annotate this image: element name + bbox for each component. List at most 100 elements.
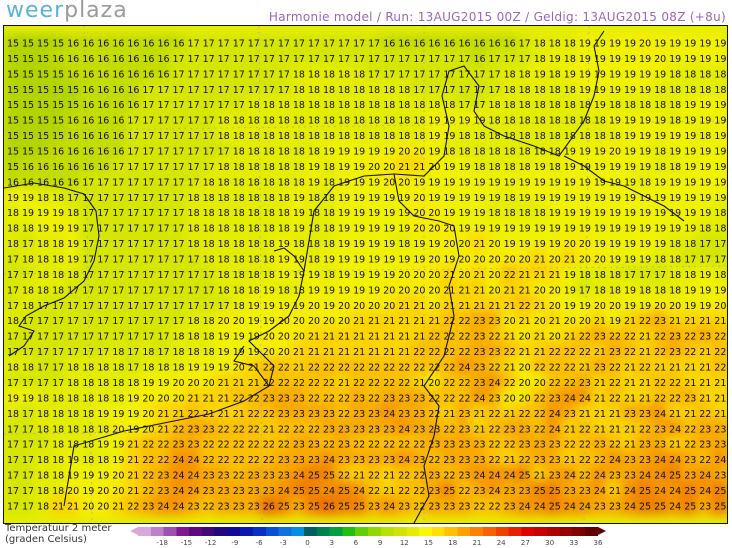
temperature-value: 17 (127, 239, 139, 250)
temperature-value: 17 (233, 69, 245, 80)
temperature-value: 18 (218, 131, 230, 142)
temperature-value: 22 (293, 378, 305, 389)
temperature-value: 19 (188, 363, 200, 374)
temperature-value: 20 (398, 147, 410, 158)
temperature-value: 19 (624, 116, 636, 127)
field-cell (274, 64, 294, 84)
temperature-value: 21 (338, 332, 350, 343)
temperature-value: 18 (188, 347, 200, 358)
temperature-value: 22 (203, 455, 215, 466)
field-cell (214, 64, 234, 84)
temperature-value: 18 (293, 285, 305, 296)
temperature-value: 18 (534, 54, 546, 65)
field-cell (4, 95, 23, 115)
temperature-value: 22 (233, 455, 245, 466)
field-cell (635, 33, 655, 53)
temperature-value: 17 (188, 116, 200, 127)
field-cell (78, 156, 98, 177)
temperature-value: 22 (639, 424, 651, 435)
temperature-value: 22 (489, 501, 501, 512)
temperature-value: 23 (579, 378, 591, 389)
temperature-value: 17 (52, 332, 64, 343)
field-cell (500, 79, 520, 100)
temperature-value: 17 (127, 116, 139, 127)
temperature-value: 18 (52, 285, 64, 296)
temperature-value: 17 (97, 224, 109, 235)
temperature-value: 17 (413, 85, 425, 96)
field-cell (424, 33, 444, 53)
field-cell (229, 110, 249, 130)
field-cell (349, 125, 369, 146)
temperature-value: 15 (7, 69, 19, 80)
field-cell (575, 95, 595, 115)
temperature-value: 18 (549, 162, 561, 173)
temperature-value: 22 (669, 378, 681, 389)
temperature-value: 19 (383, 239, 395, 250)
field-cell (184, 48, 204, 69)
temperature-value: 20 (714, 301, 726, 312)
temperature-value: 18 (7, 363, 19, 374)
temperature-value: 23 (639, 455, 651, 466)
temperature-value: 18 (263, 147, 275, 158)
temperature-value: 18 (188, 332, 200, 343)
temperature-value: 15 (22, 69, 34, 80)
temperature-value: 23 (398, 409, 410, 420)
temperature-value: 16 (82, 39, 94, 50)
temperature-value: 17 (142, 332, 154, 343)
field-cell (153, 125, 174, 146)
temperature-value: 17 (203, 147, 215, 158)
temperature-value: 22 (534, 393, 546, 404)
field-cell (48, 125, 68, 146)
temperature-value: 23 (489, 316, 501, 327)
field-cell (319, 156, 339, 177)
field-cell (214, 33, 234, 53)
temperature-value: 21 (669, 316, 681, 327)
field-cell (545, 48, 565, 69)
temperature-value: 24 (639, 471, 651, 482)
temperature-value: 19 (699, 208, 711, 219)
temperature-value: 23 (203, 424, 215, 435)
temperature-value: 18 (308, 131, 320, 142)
field-cell (108, 172, 128, 192)
temperature-value: 18 (594, 285, 606, 296)
temperature-value: 18 (338, 100, 350, 111)
temperature-value: 17 (97, 270, 109, 281)
temperature-value: 17 (157, 332, 169, 343)
temperature-value: 17 (97, 177, 109, 188)
temperature-value: 21 (293, 363, 305, 374)
field-cell (620, 141, 640, 161)
temperature-value: 19 (368, 147, 380, 158)
temperature-value: 23 (263, 471, 275, 482)
field-cell (545, 33, 565, 53)
temperature-value: 19 (413, 239, 425, 250)
field-cell (33, 48, 53, 69)
temperature-value: 19 (594, 208, 606, 219)
field-cell (63, 141, 83, 161)
temperature-value: 21 (684, 316, 696, 327)
temperature-value: 23 (534, 440, 546, 451)
temperature-value: 18 (127, 378, 139, 389)
temperature-value: 18 (293, 239, 305, 250)
field-cell (93, 95, 113, 115)
temperature-value: 16 (52, 147, 64, 158)
field-cell (304, 141, 324, 161)
temperature-value: 17 (173, 316, 185, 327)
temperature-value: 17 (142, 208, 154, 219)
temperature-value: 19 (519, 224, 531, 235)
temperature-value: 22 (428, 363, 440, 374)
temperature-value: 21 (443, 285, 455, 296)
temperature-value: 23 (293, 409, 305, 420)
field-cell (364, 64, 384, 84)
temperature-value: 18 (549, 85, 561, 96)
temperature-value: 19 (353, 177, 365, 188)
temperature-value: 17 (67, 285, 79, 296)
temperature-value: 17 (173, 224, 185, 235)
temperature-value: 18 (67, 409, 79, 420)
temperature-map: 15 15 15 15 16 16 16 16 16 16 16 16 17 17 17 17 17 17 17 17… (3, 25, 728, 524)
colorbar-max-arrow (598, 527, 606, 535)
temperature-value: 21 (443, 301, 455, 312)
colorbar-tick-label: 9 (377, 539, 383, 547)
field-cell (500, 33, 520, 53)
temperature-value: 19 (82, 471, 94, 482)
temperature-value: 21 (639, 393, 651, 404)
